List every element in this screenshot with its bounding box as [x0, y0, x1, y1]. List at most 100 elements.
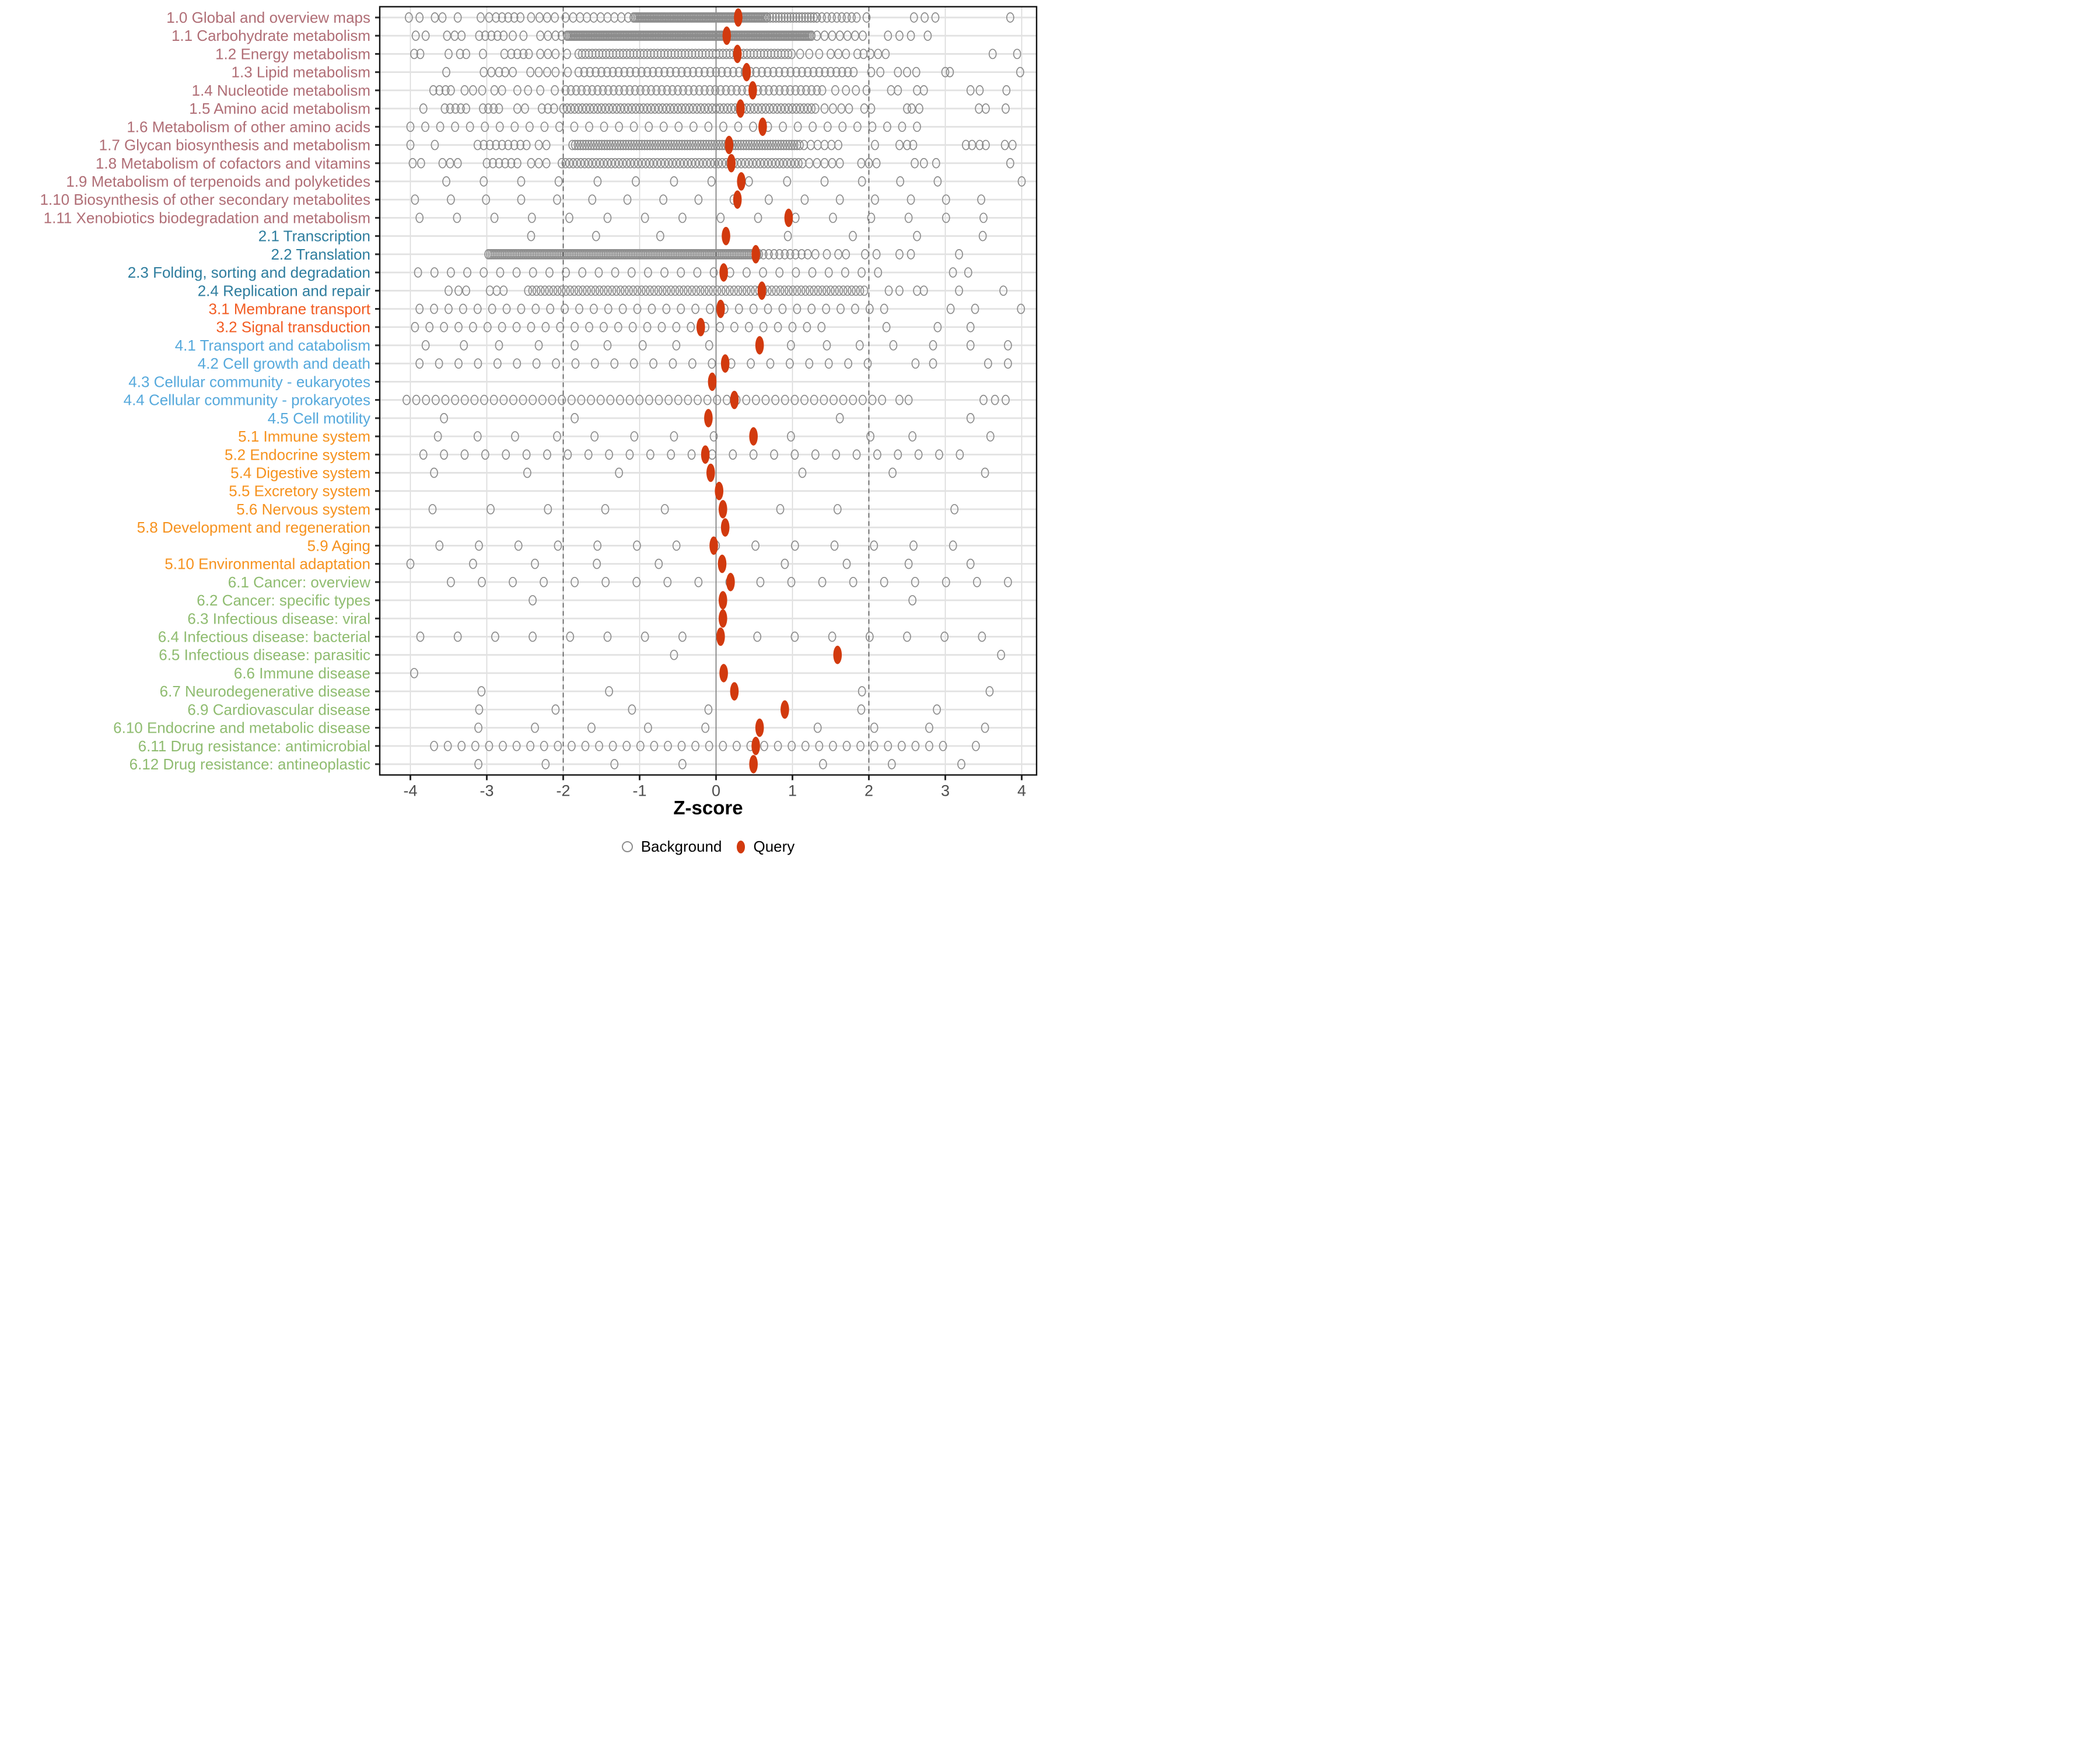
background-dot [632, 103, 640, 114]
x-tick-label: 2 [864, 782, 873, 800]
background-dot [528, 595, 537, 606]
background-dot [815, 66, 824, 78]
background-dot [573, 158, 581, 169]
background-dot [832, 66, 841, 78]
background-dot [504, 139, 513, 150]
background-dot [790, 158, 799, 169]
background-dot [972, 740, 980, 751]
query-dot [718, 500, 727, 519]
background-dot [575, 303, 583, 314]
background-dot [748, 158, 757, 169]
background-dot [888, 467, 897, 478]
query-dot [733, 44, 742, 64]
background-dot [569, 158, 578, 169]
background-dot [981, 722, 989, 733]
background-dot [573, 139, 582, 150]
background-dot [889, 340, 898, 351]
background-dot [929, 358, 937, 369]
background-dot [590, 139, 598, 150]
background-dot [942, 212, 950, 223]
background-dot [440, 321, 448, 332]
background-dot [635, 394, 644, 405]
background-dot [517, 303, 526, 314]
background-dot [775, 85, 784, 96]
row-label: 5.4 Digestive system [230, 464, 370, 482]
background-dot [800, 103, 808, 114]
background-dot [764, 139, 772, 150]
background-dot [451, 103, 460, 114]
background-dot [670, 176, 678, 187]
background-dot [654, 103, 663, 114]
background-dot [667, 139, 676, 150]
background-dot [857, 158, 866, 169]
background-dot [479, 48, 487, 60]
background-dot [460, 340, 468, 351]
background-dot [570, 412, 579, 424]
background-dot [771, 394, 780, 405]
background-dot [644, 722, 652, 733]
row-label: 2.3 Folding, sorting and degradation [128, 264, 370, 281]
background-dot [911, 358, 920, 369]
background-dot [571, 358, 580, 369]
background-dot [586, 66, 594, 78]
background-dot [671, 285, 680, 296]
background-dot [603, 158, 612, 169]
background-dot [734, 139, 743, 150]
background-dot [719, 740, 727, 751]
background-dot [807, 30, 816, 41]
background-dot [820, 176, 829, 187]
background-dot [551, 30, 560, 41]
background-dot [978, 230, 987, 242]
background-dot [712, 103, 720, 114]
background-dot [756, 576, 765, 587]
background-dot [592, 230, 600, 242]
background-dot [551, 85, 559, 96]
background-dot [659, 139, 667, 150]
background-dot [524, 85, 533, 96]
background-dot [664, 139, 673, 150]
background-dot [480, 66, 488, 78]
background-dot [834, 139, 842, 150]
background-dot [620, 85, 629, 96]
background-dot [466, 121, 474, 132]
x-axis-title: Z-score [673, 797, 743, 818]
background-dot [652, 85, 661, 96]
background-dot [788, 139, 796, 150]
background-dot [451, 121, 459, 132]
background-dot [700, 85, 709, 96]
row-band [380, 235, 1037, 237]
query-dot [748, 81, 757, 100]
background-dot [487, 504, 495, 514]
background-dot [552, 358, 560, 369]
background-dot [817, 321, 826, 332]
background-dot [499, 285, 508, 296]
background-dot [554, 176, 563, 187]
background-dot [469, 558, 477, 569]
background-dot [469, 321, 477, 332]
background-dot [801, 740, 810, 751]
background-dot [474, 722, 482, 733]
background-dot [457, 30, 466, 41]
background-dot [615, 85, 623, 96]
background-dot [507, 48, 516, 60]
background-dot [677, 303, 685, 314]
background-dot [504, 12, 513, 23]
background-dot [601, 504, 610, 514]
background-dot [541, 321, 550, 332]
background-dot [659, 194, 667, 205]
background-dot [815, 48, 824, 60]
background-dot [538, 394, 547, 405]
background-dot [570, 139, 579, 150]
background-dot [804, 12, 812, 23]
background-dot [430, 267, 439, 278]
background-dot [776, 103, 785, 114]
background-dot [666, 103, 674, 114]
background-dot [787, 431, 795, 442]
background-dot [986, 431, 995, 442]
background-dot [723, 66, 732, 78]
background-dot [783, 176, 792, 187]
x-tick-label: 4 [1017, 782, 1026, 800]
background-dot [852, 12, 861, 23]
background-dot [483, 321, 492, 332]
